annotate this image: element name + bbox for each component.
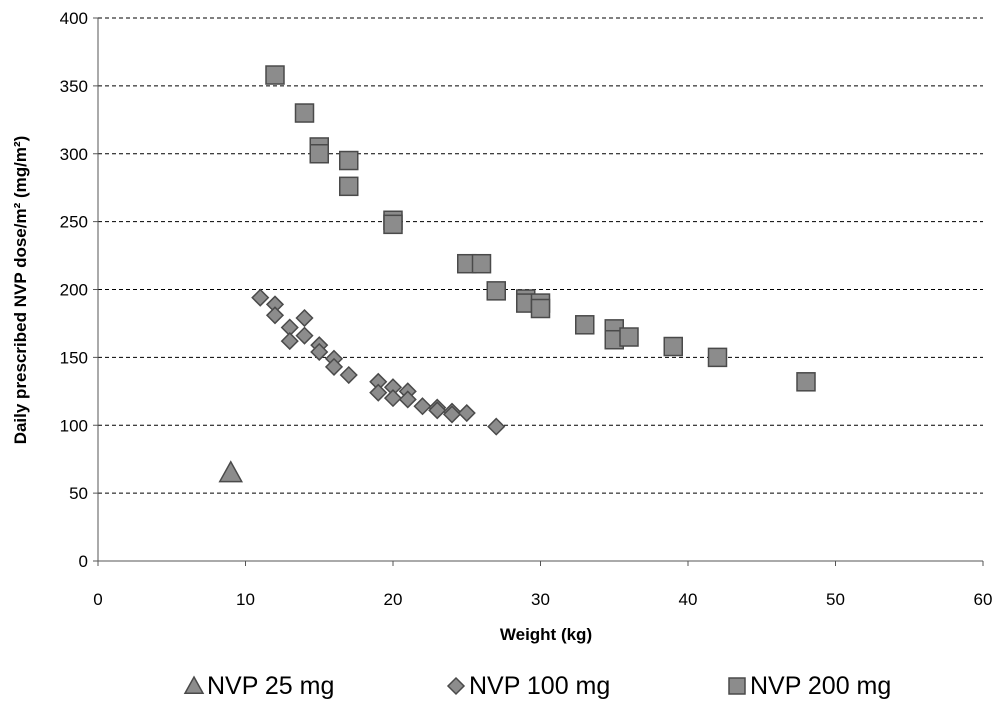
data-point-nvp-200-mg [486,281,506,301]
data-point-nvp-200-mg [663,336,683,357]
legend-label: NVP 100 mg [469,672,610,700]
legend-label: NVP 25 mg [207,672,334,700]
data-point-nvp-100-mg [369,383,388,402]
x-tick-label: 40 [679,590,698,609]
data-point-nvp-200-mg [530,298,551,319]
axes [93,17,984,566]
data-point-nvp-200-mg [294,103,315,123]
data-point-nvp-100-mg [295,308,314,328]
legend-label: NVP 200 mg [750,672,891,700]
data-point-nvp-100-mg [428,401,447,420]
data-point-nvp-100-mg [442,405,462,424]
y-tick-label: 250 [60,213,88,232]
y-tick-label: 200 [60,281,88,300]
data-point-nvp-100-mg [398,390,417,409]
y-tick-label: 300 [60,145,88,164]
y-tick-label: 0 [79,552,88,571]
data-point-nvp-100-mg [487,417,506,436]
data-point-nvp-200-mg [707,347,728,368]
y-tick-label: 150 [60,348,88,367]
data-point-nvp-100-mg [324,357,344,376]
data-point-nvp-100-mg [295,326,314,345]
y-tick-label: 100 [60,416,88,435]
x-tick-label: 50 [826,590,845,609]
data-point-nvp-100-mg [310,342,329,362]
legend: NVP 25 mg NVP 100 mg NVP 200 mg [183,672,891,700]
y-tick-label: 50 [69,484,88,503]
y-axis-title: Daily prescribed NVP dose/m² (mg/m²) [11,136,30,445]
data-point-nvp-200-mg [796,372,816,392]
data-point-nvp-200-mg [339,176,359,197]
data-point-nvp-200-mg [619,327,639,347]
legend-marker-triangle [183,675,205,694]
data-point-nvp-100-mg [251,288,270,307]
data-point-nvp-200-mg [383,214,403,235]
legend-item: NVP 100 mg [446,672,610,700]
data-point-nvp-100-mg [339,365,358,385]
x-tick-label: 30 [531,590,550,609]
x-tick-label: 60 [974,590,993,609]
x-tick-label: 20 [384,590,403,609]
legend-marker-diamond [446,676,466,696]
legend-item: NVP 25 mg [183,672,334,700]
legend-marker-square [728,677,746,695]
x-axis-title: Weight (kg) [500,625,592,644]
data-point-nvp-100-mg [383,389,403,408]
data-point-nvp-25-mg [218,460,244,483]
data-point-nvp-200-mg [309,144,329,164]
y-tick-label: 350 [60,77,88,96]
tick-labels: 0 50 100 150 200 250 300 350 400 0 10 20 30 40 50 60 [60,9,993,609]
x-tick-label: 0 [93,590,102,609]
data-point-nvp-100-mg [280,332,299,351]
y-tick-label: 400 [60,9,88,28]
data-point-nvp-200-mg [265,65,285,85]
data-point-nvp-200-mg [575,315,595,335]
gridlines [98,17,983,494]
data-point-nvp-200-mg [339,150,359,171]
data-point-nvp-100-mg [413,397,432,416]
x-tick-label: 10 [236,590,255,609]
data-point-nvp-200-mg [471,253,492,274]
data-points [218,65,816,483]
data-point-nvp-100-mg [457,403,476,423]
data-point-nvp-100-mg [265,306,285,325]
legend-item: NVP 200 mg [728,672,891,700]
